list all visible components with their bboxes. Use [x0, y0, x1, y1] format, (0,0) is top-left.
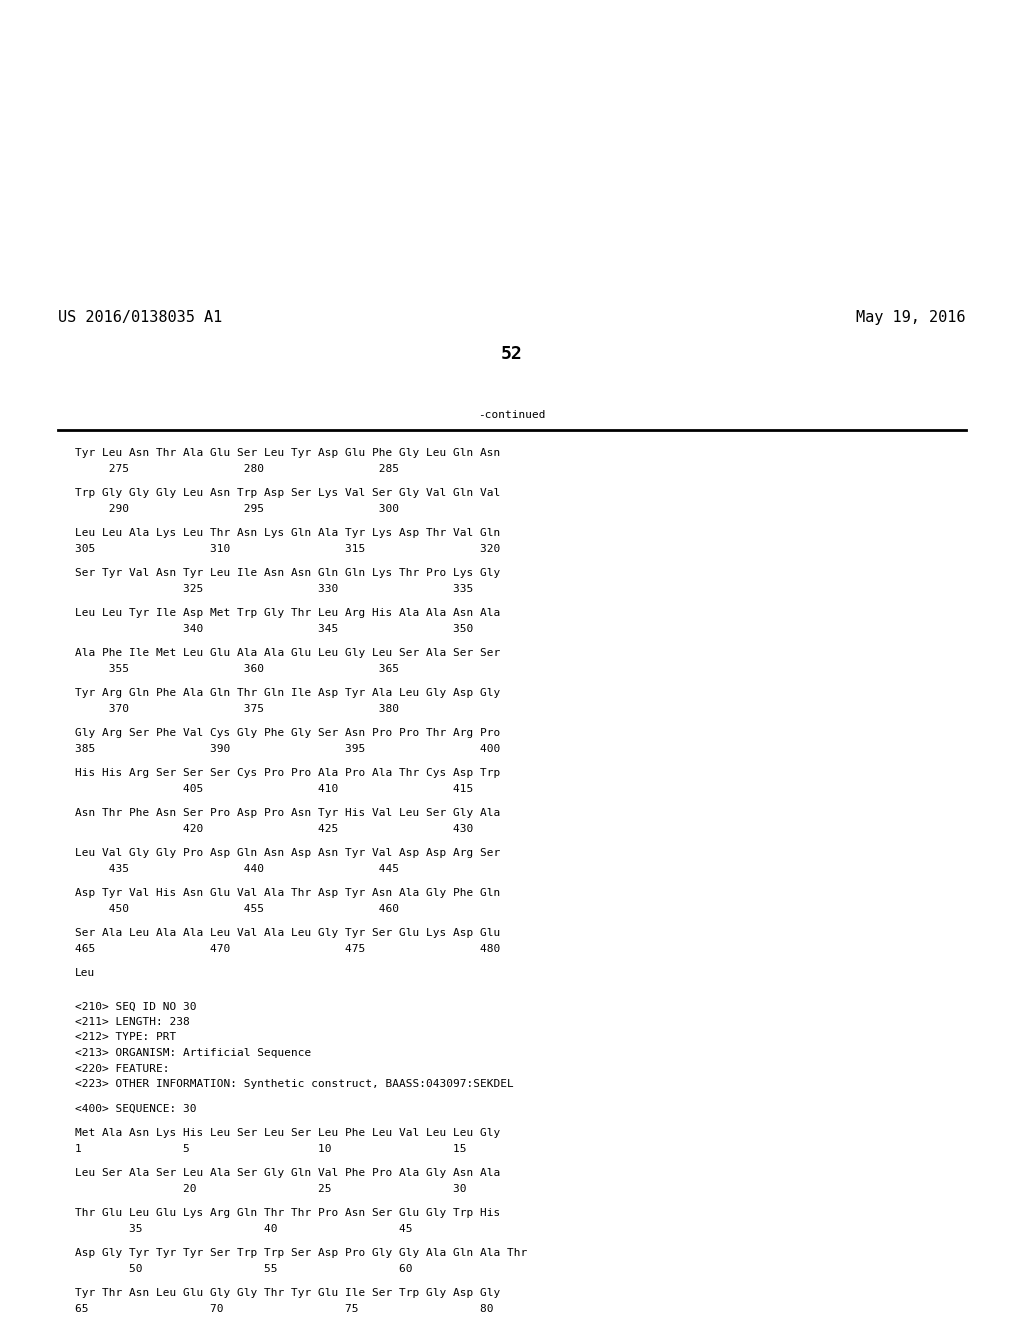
Text: 52: 52	[501, 345, 523, 363]
Text: His His Arg Ser Ser Ser Cys Pro Pro Ala Pro Ala Thr Cys Asp Trp: His His Arg Ser Ser Ser Cys Pro Pro Ala …	[75, 768, 501, 777]
Text: 325                 330                 335: 325 330 335	[75, 583, 473, 594]
Text: Thr Glu Leu Glu Lys Arg Gln Thr Thr Pro Asn Ser Glu Gly Trp His: Thr Glu Leu Glu Lys Arg Gln Thr Thr Pro …	[75, 1208, 501, 1218]
Text: <223> OTHER INFORMATION: Synthetic construct, BAASS:043097:SEKDEL: <223> OTHER INFORMATION: Synthetic const…	[75, 1078, 514, 1089]
Text: Asp Tyr Val His Asn Glu Val Ala Thr Asp Tyr Asn Ala Gly Phe Gln: Asp Tyr Val His Asn Glu Val Ala Thr Asp …	[75, 888, 501, 898]
Text: 20                  25                  30: 20 25 30	[75, 1184, 467, 1193]
Text: Trp Gly Gly Gly Leu Asn Trp Asp Ser Lys Val Ser Gly Val Gln Val: Trp Gly Gly Gly Leu Asn Trp Asp Ser Lys …	[75, 488, 501, 498]
Text: Leu Ser Ala Ser Leu Ala Ser Gly Gln Val Phe Pro Ala Gly Asn Ala: Leu Ser Ala Ser Leu Ala Ser Gly Gln Val …	[75, 1168, 501, 1177]
Text: Asn Thr Phe Asn Ser Pro Asp Pro Asn Tyr His Val Leu Ser Gly Ala: Asn Thr Phe Asn Ser Pro Asp Pro Asn Tyr …	[75, 808, 501, 818]
Text: 290                 295                 300: 290 295 300	[75, 503, 399, 513]
Text: 385                 390                 395                 400: 385 390 395 400	[75, 743, 501, 754]
Text: Gly Arg Ser Phe Val Cys Gly Phe Gly Ser Asn Pro Pro Thr Arg Pro: Gly Arg Ser Phe Val Cys Gly Phe Gly Ser …	[75, 729, 501, 738]
Text: <212> TYPE: PRT: <212> TYPE: PRT	[75, 1032, 176, 1043]
Text: <211> LENGTH: 238: <211> LENGTH: 238	[75, 1016, 189, 1027]
Text: US 2016/0138035 A1: US 2016/0138035 A1	[58, 310, 222, 325]
Text: 450                 455                 460: 450 455 460	[75, 903, 399, 913]
Text: 465                 470                 475                 480: 465 470 475 480	[75, 944, 501, 953]
Text: Ser Ala Leu Ala Ala Leu Val Ala Leu Gly Tyr Ser Glu Lys Asp Glu: Ser Ala Leu Ala Ala Leu Val Ala Leu Gly …	[75, 928, 501, 939]
Text: Leu Leu Tyr Ile Asp Met Trp Gly Thr Leu Arg His Ala Ala Asn Ala: Leu Leu Tyr Ile Asp Met Trp Gly Thr Leu …	[75, 609, 501, 618]
Text: Tyr Leu Asn Thr Ala Glu Ser Leu Tyr Asp Glu Phe Gly Leu Gln Asn: Tyr Leu Asn Thr Ala Glu Ser Leu Tyr Asp …	[75, 447, 501, 458]
Text: Tyr Thr Asn Leu Glu Gly Gly Thr Tyr Glu Ile Ser Trp Gly Asp Gly: Tyr Thr Asn Leu Glu Gly Gly Thr Tyr Glu …	[75, 1288, 501, 1298]
Text: Leu Val Gly Gly Pro Asp Gln Asn Asp Asn Tyr Val Asp Asp Arg Ser: Leu Val Gly Gly Pro Asp Gln Asn Asp Asn …	[75, 847, 501, 858]
Text: 420                 425                 430: 420 425 430	[75, 824, 473, 833]
Text: May 19, 2016: May 19, 2016	[856, 310, 966, 325]
Text: 35                  40                  45: 35 40 45	[75, 1224, 413, 1233]
Text: 355                 360                 365: 355 360 365	[75, 664, 399, 673]
Text: 340                 345                 350: 340 345 350	[75, 623, 473, 634]
Text: Ser Tyr Val Asn Tyr Leu Ile Asn Asn Gln Gln Lys Thr Pro Lys Gly: Ser Tyr Val Asn Tyr Leu Ile Asn Asn Gln …	[75, 568, 501, 578]
Text: 405                 410                 415: 405 410 415	[75, 784, 473, 793]
Text: <210> SEQ ID NO 30: <210> SEQ ID NO 30	[75, 1002, 197, 1011]
Text: 1               5                   10                  15: 1 5 10 15	[75, 1143, 467, 1154]
Text: Tyr Arg Gln Phe Ala Gln Thr Gln Ile Asp Tyr Ala Leu Gly Asp Gly: Tyr Arg Gln Phe Ala Gln Thr Gln Ile Asp …	[75, 688, 501, 698]
Text: 275                 280                 285: 275 280 285	[75, 463, 399, 474]
Text: Met Ala Asn Lys His Leu Ser Leu Ser Leu Phe Leu Val Leu Leu Gly: Met Ala Asn Lys His Leu Ser Leu Ser Leu …	[75, 1129, 501, 1138]
Text: 50                  55                  60: 50 55 60	[75, 1263, 413, 1274]
Text: <400> SEQUENCE: 30: <400> SEQUENCE: 30	[75, 1104, 197, 1114]
Text: <213> ORGANISM: Artificial Sequence: <213> ORGANISM: Artificial Sequence	[75, 1048, 311, 1059]
Text: <220> FEATURE:: <220> FEATURE:	[75, 1064, 170, 1073]
Text: 435                 440                 445: 435 440 445	[75, 863, 399, 874]
Text: 370                 375                 380: 370 375 380	[75, 704, 399, 714]
Text: 305                 310                 315                 320: 305 310 315 320	[75, 544, 501, 553]
Text: 65                  70                  75                  80: 65 70 75 80	[75, 1304, 494, 1313]
Text: Leu: Leu	[75, 968, 95, 978]
Text: Asp Gly Tyr Tyr Tyr Ser Trp Trp Ser Asp Pro Gly Gly Ala Gln Ala Thr: Asp Gly Tyr Tyr Tyr Ser Trp Trp Ser Asp …	[75, 1247, 527, 1258]
Text: Leu Leu Ala Lys Leu Thr Asn Lys Gln Ala Tyr Lys Asp Thr Val Gln: Leu Leu Ala Lys Leu Thr Asn Lys Gln Ala …	[75, 528, 501, 539]
Text: Ala Phe Ile Met Leu Glu Ala Ala Glu Leu Gly Leu Ser Ala Ser Ser: Ala Phe Ile Met Leu Glu Ala Ala Glu Leu …	[75, 648, 501, 657]
Text: -continued: -continued	[478, 411, 546, 420]
